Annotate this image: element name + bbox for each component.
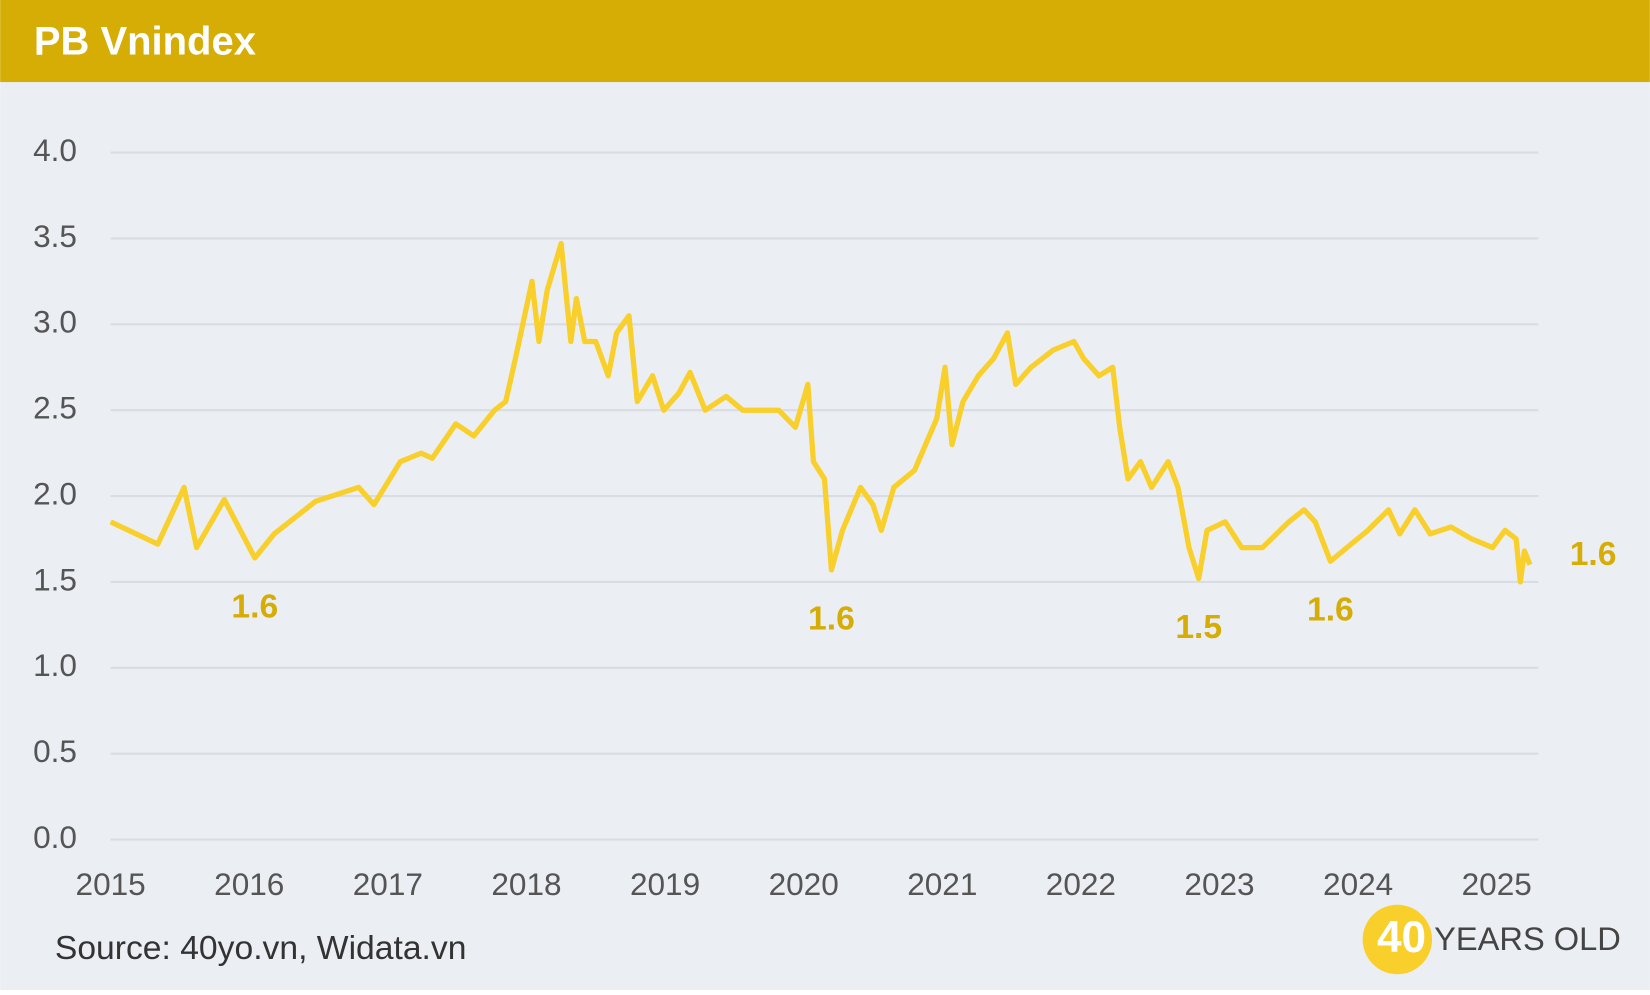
header-bar bbox=[0, 0, 1650, 83]
x-tick-label: 2022 bbox=[1046, 866, 1116, 902]
y-tick-label: 0.0 bbox=[33, 819, 77, 855]
x-tick-label: 2021 bbox=[907, 866, 977, 902]
y-tick-label: 3.0 bbox=[33, 304, 77, 340]
x-tick-label: 2024 bbox=[1323, 866, 1393, 902]
y-tick-label: 0.5 bbox=[33, 733, 77, 769]
y-tick-label: 3.5 bbox=[33, 218, 77, 254]
annotation: 1.6 bbox=[1570, 536, 1617, 573]
annotation: 1.6 bbox=[808, 600, 855, 637]
line bbox=[109, 240, 1533, 585]
annotation: 1.6 bbox=[1307, 592, 1354, 629]
y-tick-label: 4.0 bbox=[33, 132, 77, 168]
x-tick-label: 2019 bbox=[630, 866, 700, 902]
logo-text: YEARS OLD bbox=[1434, 920, 1621, 957]
annotation: 1.6 bbox=[231, 588, 278, 625]
x-tick-label: 2017 bbox=[353, 866, 423, 902]
y-tick-label: 1.5 bbox=[33, 561, 77, 597]
x-tick-label: 2016 bbox=[214, 866, 284, 902]
x-tick-label: 2020 bbox=[769, 866, 839, 902]
y-tick-label: 2.0 bbox=[33, 475, 77, 511]
x-tick-label: 2023 bbox=[1184, 866, 1254, 902]
source: Source: 40yo.vn, Widata.vn bbox=[55, 930, 467, 967]
y-tick-label: 2.5 bbox=[33, 390, 77, 426]
x-tick-label: 2025 bbox=[1462, 866, 1532, 902]
x-tick-label: 2018 bbox=[491, 866, 561, 902]
logo-circle bbox=[1362, 904, 1433, 975]
chart-title: PB Vnindex bbox=[34, 20, 256, 64]
annotation: 1.5 bbox=[1175, 609, 1222, 646]
logo-number: 40 bbox=[1377, 913, 1426, 962]
x-tick-label: 2015 bbox=[76, 866, 146, 902]
y-tick-label: 1.0 bbox=[33, 647, 77, 683]
